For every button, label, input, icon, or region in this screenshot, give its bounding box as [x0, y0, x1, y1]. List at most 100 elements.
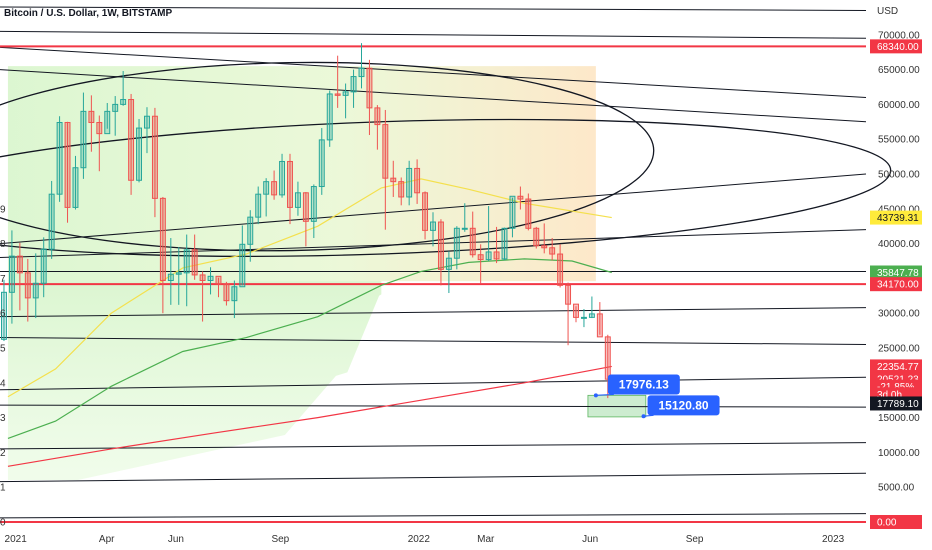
candle-body	[461, 227, 468, 230]
candle	[271, 170, 278, 200]
price-badge-label: 35847.78	[877, 268, 919, 279]
candle-body	[223, 283, 230, 302]
trend-lines	[0, 6, 867, 519]
candle	[461, 203, 468, 232]
candle-body	[128, 99, 135, 181]
price-badge-bg	[870, 210, 922, 225]
left-edge-tick: 3	[0, 413, 6, 424]
candle-body	[199, 274, 206, 281]
y-tick-label: 40000.00	[878, 239, 920, 250]
price-badge: 0.00	[870, 515, 922, 529]
trend-line	[0, 337, 867, 346]
candle	[191, 234, 198, 280]
y-tick-label: 25000.00	[878, 344, 920, 355]
candle	[32, 253, 39, 319]
candle	[398, 177, 405, 206]
candle	[24, 258, 31, 322]
annotations[interactable]: 17976.13 15120.80	[593, 374, 720, 419]
candle-body	[144, 115, 150, 129]
candle	[414, 159, 421, 204]
candle-body	[398, 181, 405, 198]
x-tick-label: Sep	[271, 534, 289, 545]
candle	[549, 238, 556, 261]
candle	[96, 115, 103, 172]
candle	[120, 70, 127, 106]
candle	[136, 119, 142, 183]
candle-body	[374, 107, 381, 126]
candle	[437, 219, 444, 286]
candle-body	[604, 336, 611, 380]
y-tick-label: 65000.00	[878, 65, 920, 76]
candle-body	[215, 275, 222, 285]
left-edge-tick: 6	[0, 309, 6, 320]
candle	[588, 296, 595, 319]
candle	[104, 103, 111, 135]
candle-body	[390, 177, 397, 183]
candle	[8, 230, 15, 324]
candle	[40, 237, 47, 298]
y-tick-label: 30000.00	[878, 309, 920, 320]
candle-body	[40, 248, 47, 284]
candle	[310, 184, 317, 239]
left-edge-tick: 2	[0, 448, 6, 459]
candle-body	[430, 221, 436, 231]
candle-body	[541, 245, 548, 249]
candle-body	[310, 186, 317, 222]
price-badge: 43739.31	[870, 210, 922, 225]
candle-body	[493, 251, 500, 260]
candle	[573, 303, 579, 323]
candle	[231, 280, 238, 319]
candle-body	[151, 115, 158, 199]
callout-label: 17976.13	[619, 377, 669, 391]
candle-body	[445, 257, 452, 270]
price-badge-label: 22354.77	[877, 362, 919, 373]
candle-body	[469, 227, 476, 256]
candle	[430, 212, 436, 247]
candle-body	[580, 316, 587, 319]
candle-body	[302, 192, 309, 222]
chart-title: Bitcoin / U.S. Dollar, 1W, BITSTAMP	[4, 8, 172, 19]
candle	[279, 153, 286, 198]
price-badge: 17789.10	[870, 396, 922, 411]
target-zone-lower	[7, 281, 382, 480]
candle-body	[56, 121, 63, 195]
candle-body	[279, 160, 286, 196]
trend-line	[0, 46, 867, 98]
candle	[159, 196, 166, 314]
candle-body	[104, 110, 111, 135]
candle	[263, 178, 270, 217]
candle	[517, 186, 524, 210]
candle	[501, 227, 508, 261]
candle-body	[565, 284, 572, 305]
price-callout[interactable]: 15120.80	[641, 395, 720, 419]
moving-average-line	[7, 365, 612, 467]
candle	[334, 55, 341, 108]
candle	[453, 226, 460, 270]
candle	[565, 282, 572, 346]
y-tick-label: 10000.00	[878, 448, 920, 459]
candle-body	[382, 124, 389, 179]
left-edge-tick: 9	[0, 204, 6, 215]
price-callout[interactable]: 17976.13	[593, 374, 680, 398]
candle-body	[366, 67, 373, 109]
price-badge-bg	[870, 39, 922, 54]
candle-body	[136, 127, 142, 181]
candles	[1, 43, 611, 399]
candle-body	[96, 121, 103, 135]
price-badge-bg	[870, 277, 922, 292]
candle-body	[112, 103, 119, 112]
candle-body	[239, 243, 246, 288]
candle	[207, 267, 214, 295]
callout-box	[647, 395, 720, 416]
candle-body	[557, 253, 564, 286]
x-tick-label: 2023	[822, 534, 845, 545]
price-badge-bg	[870, 396, 922, 411]
candle-body	[32, 282, 39, 299]
price-badge-label: 17789.10	[877, 399, 919, 410]
candle	[422, 191, 429, 240]
candle-body	[477, 254, 484, 261]
price-badge-label: 43739.31	[877, 213, 919, 224]
candle	[469, 211, 476, 258]
callout-box	[607, 374, 680, 395]
